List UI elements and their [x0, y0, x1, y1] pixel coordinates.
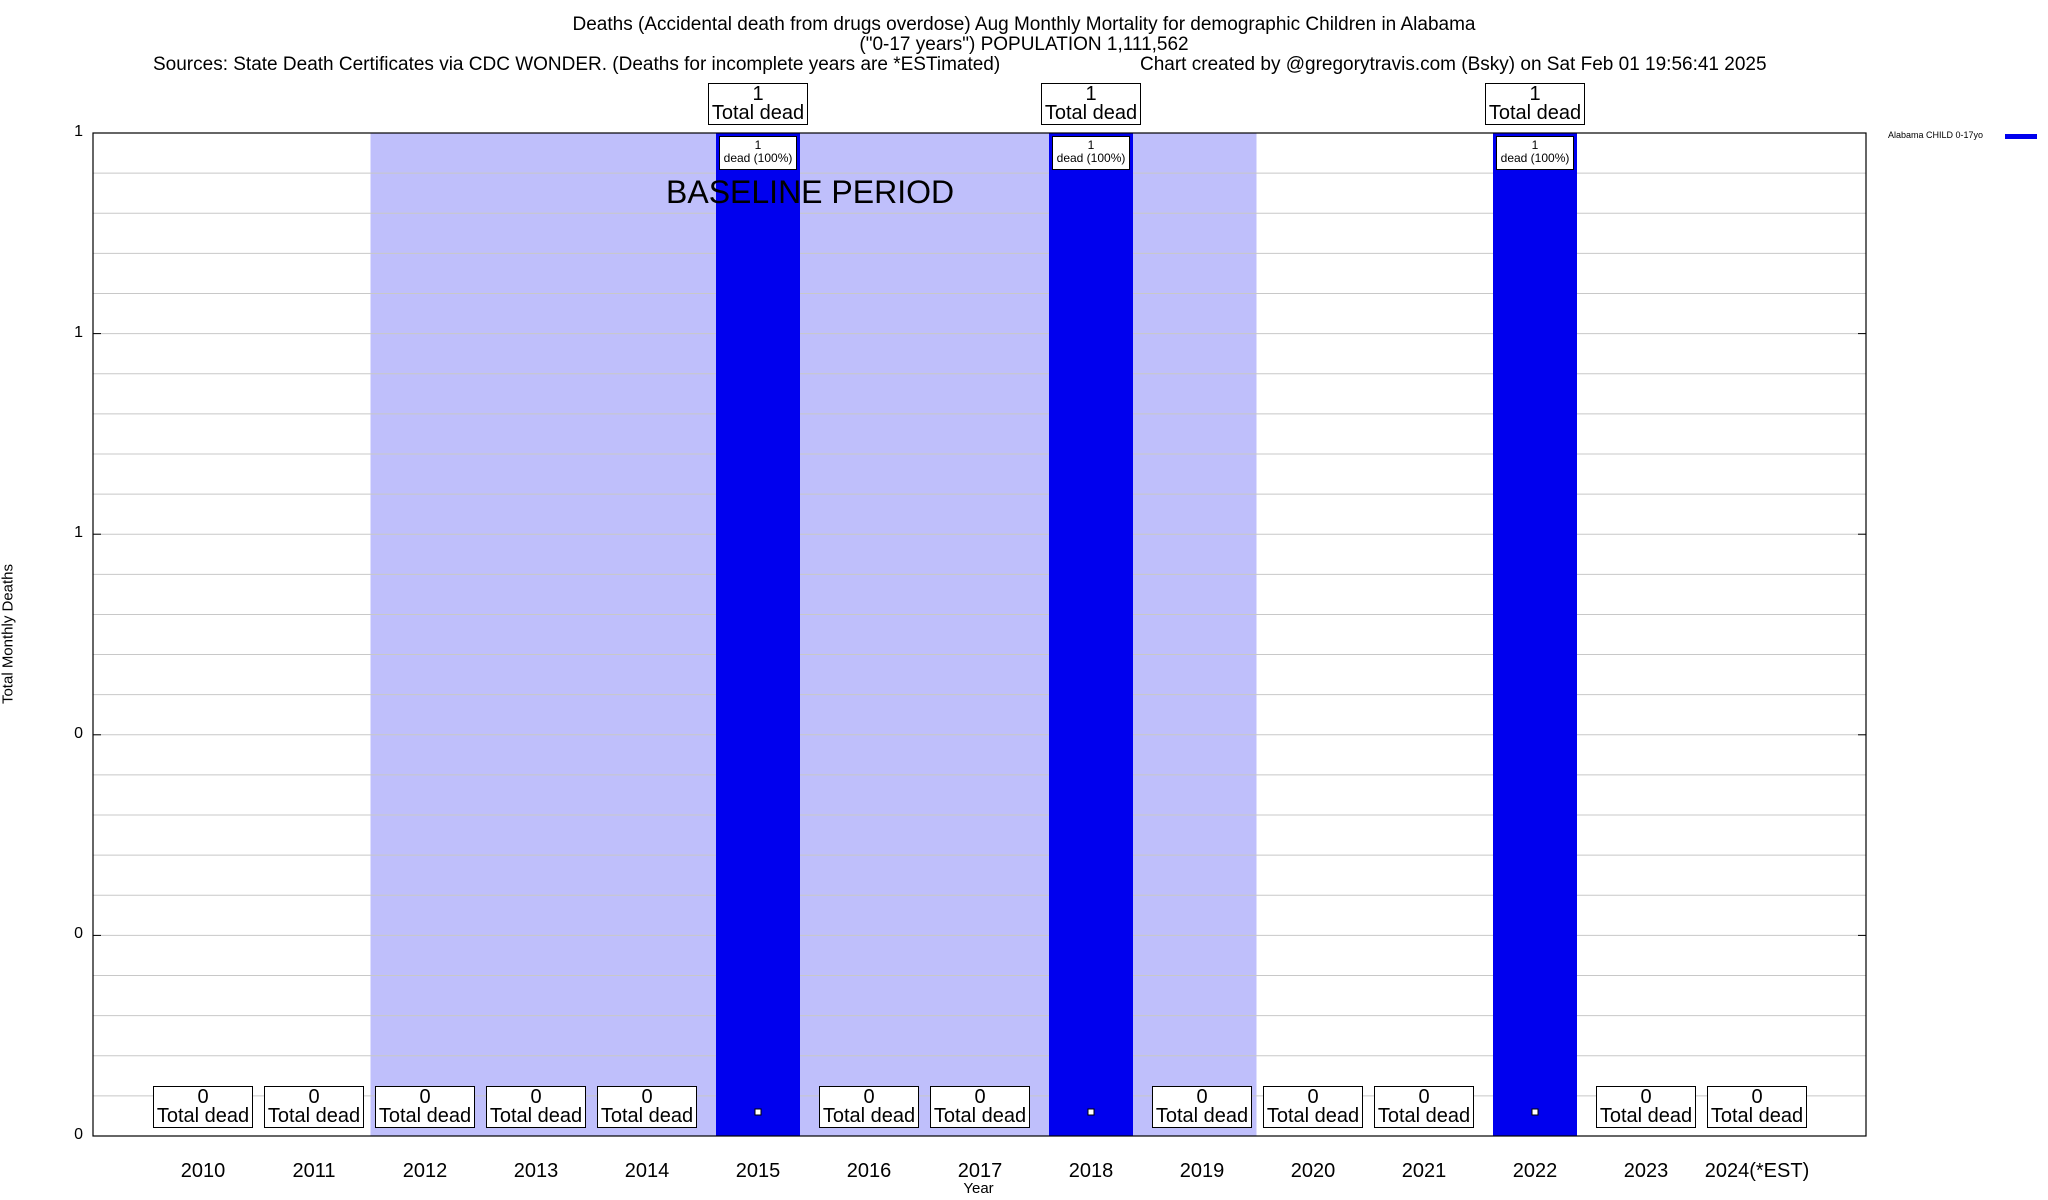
x-tick-label: 2016	[846, 1160, 892, 1182]
legend-series-swatch	[2005, 134, 2037, 139]
total-dead-value: 1	[752, 83, 764, 105]
x-tick-label: 2020	[1290, 1160, 1336, 1182]
plot-frame	[92, 132, 1867, 1137]
bar-value-annotation-line: dead (100%)	[723, 151, 793, 165]
total-dead-text: Total dead	[1044, 102, 1138, 124]
y-tick-label: 1	[74, 123, 83, 140]
total-dead-text: Total dead	[489, 1105, 583, 1127]
total-dead-label: 1 Total dead	[1485, 83, 1585, 125]
bar-2018	[1049, 133, 1133, 1136]
x-tick-marker	[754, 1108, 762, 1116]
total-dead-value: 0	[641, 1086, 653, 1108]
x-tick-label: 2013	[513, 1160, 559, 1182]
chart-title-line-2: ("0-17 years") POPULATION 1,111,562	[859, 34, 1189, 55]
x-axis-label: Year	[963, 1180, 994, 1197]
bar-value-annotation: 1 dead (100%)	[1052, 136, 1130, 170]
baseline-period-label: BASELINE PERIOD	[666, 174, 955, 210]
total-dead-value: 0	[1751, 1086, 1763, 1108]
total-dead-label: 0 Total dead	[819, 1086, 919, 1128]
total-dead-text: Total dead	[378, 1105, 472, 1127]
y-axis-label: Total Monthly Deaths	[0, 563, 17, 705]
y-tick-label: 0	[74, 724, 83, 742]
total-dead-text: Total dead	[1155, 1105, 1249, 1127]
x-tick-label: 2023	[1623, 1160, 1669, 1182]
total-dead-value: 1	[1529, 83, 1541, 105]
total-dead-label: 0 Total dead	[1152, 1086, 1252, 1128]
total-dead-value: 0	[1196, 1086, 1208, 1108]
total-dead-value: 0	[308, 1086, 320, 1108]
total-dead-label: 0 Total dead	[597, 1086, 697, 1128]
total-dead-text: Total dead	[1377, 1105, 1471, 1127]
y-tick-label: 1	[74, 524, 83, 542]
total-dead-label: 0 Total dead	[486, 1086, 586, 1128]
total-dead-value: 0	[1307, 1086, 1319, 1108]
total-dead-label: 0 Total dead	[153, 1086, 253, 1128]
total-dead-label: 0 Total dead	[930, 1086, 1030, 1128]
total-dead-text: Total dead	[711, 102, 805, 124]
total-dead-label: 1 Total dead	[708, 83, 808, 125]
total-dead-text: Total dead	[822, 1105, 916, 1127]
total-dead-text: Total dead	[1266, 1105, 1360, 1127]
bar-value-annotation: 1 dead (100%)	[1496, 136, 1574, 170]
bar-2022	[1493, 133, 1577, 1136]
total-dead-label: 0 Total dead	[375, 1086, 475, 1128]
total-dead-label: 0 Total dead	[1374, 1086, 1474, 1128]
y-tick-label: 0	[74, 925, 83, 943]
legend-series-label: Alabama CHILD 0-17yo	[1888, 130, 1984, 140]
x-tick-marker	[1531, 1108, 1539, 1116]
total-dead-value: 0	[197, 1086, 209, 1108]
total-dead-text: Total dead	[1710, 1105, 1804, 1127]
y-tick-label: 1	[74, 323, 83, 341]
x-tick-label: 2024(*EST)	[1704, 1160, 1810, 1182]
total-dead-label: 0 Total dead	[1707, 1086, 1807, 1128]
y-tick-label: 0	[74, 1126, 83, 1143]
total-dead-text: Total dead	[933, 1105, 1027, 1127]
total-dead-label: 0 Total dead	[1263, 1086, 1363, 1128]
x-tick-marker	[1087, 1108, 1095, 1116]
total-dead-label: 0 Total dead	[264, 1086, 364, 1128]
bar-value-annotation: 1 dead (100%)	[719, 136, 797, 170]
x-tick-label: 2012	[402, 1160, 448, 1182]
x-tick-label: 2015	[735, 1160, 781, 1182]
total-dead-value: 0	[1418, 1086, 1430, 1108]
bar-2015	[716, 133, 800, 1136]
chart-credit-line: Chart created by @gregorytravis.com (Bsk…	[1140, 54, 1767, 75]
x-tick-label: 2014	[624, 1160, 670, 1182]
x-tick-label: 2019	[1179, 1160, 1225, 1182]
chart-sources-line: Sources: State Death Certificates via CD…	[153, 54, 1001, 75]
x-tick-label: 2022	[1512, 1160, 1558, 1182]
total-dead-value: 0	[974, 1086, 986, 1108]
total-dead-value: 1	[1085, 83, 1097, 105]
total-dead-value: 0	[863, 1086, 875, 1108]
x-tick-label: 2021	[1401, 1160, 1447, 1182]
total-dead-text: Total dead	[1599, 1105, 1693, 1127]
total-dead-label: 1 Total dead	[1041, 83, 1141, 125]
x-tick-label: 2011	[292, 1160, 336, 1182]
total-dead-text: Total dead	[600, 1105, 694, 1127]
total-dead-value: 0	[530, 1086, 542, 1108]
total-dead-value: 0	[1640, 1086, 1652, 1108]
bar-value-annotation-line: 1	[1531, 138, 1539, 152]
total-dead-value: 0	[419, 1086, 431, 1108]
bar-value-annotation-line: 1	[754, 138, 762, 152]
bar-value-annotation-line: dead (100%)	[1500, 151, 1570, 165]
bar-value-annotation-line: 1	[1087, 138, 1095, 152]
bar-value-annotation-line: dead (100%)	[1056, 151, 1126, 165]
total-dead-text: Total dead	[1488, 102, 1582, 124]
total-dead-label: 0 Total dead	[1596, 1086, 1696, 1128]
total-dead-text: Total dead	[156, 1105, 250, 1127]
x-tick-label: 2017	[957, 1160, 1003, 1182]
total-dead-text: Total dead	[267, 1105, 361, 1127]
chart-title-line-1: Deaths (Accidental death from drugs over…	[572, 14, 1476, 35]
x-tick-label: 2010	[180, 1160, 226, 1182]
x-tick-label: 2018	[1068, 1160, 1114, 1182]
